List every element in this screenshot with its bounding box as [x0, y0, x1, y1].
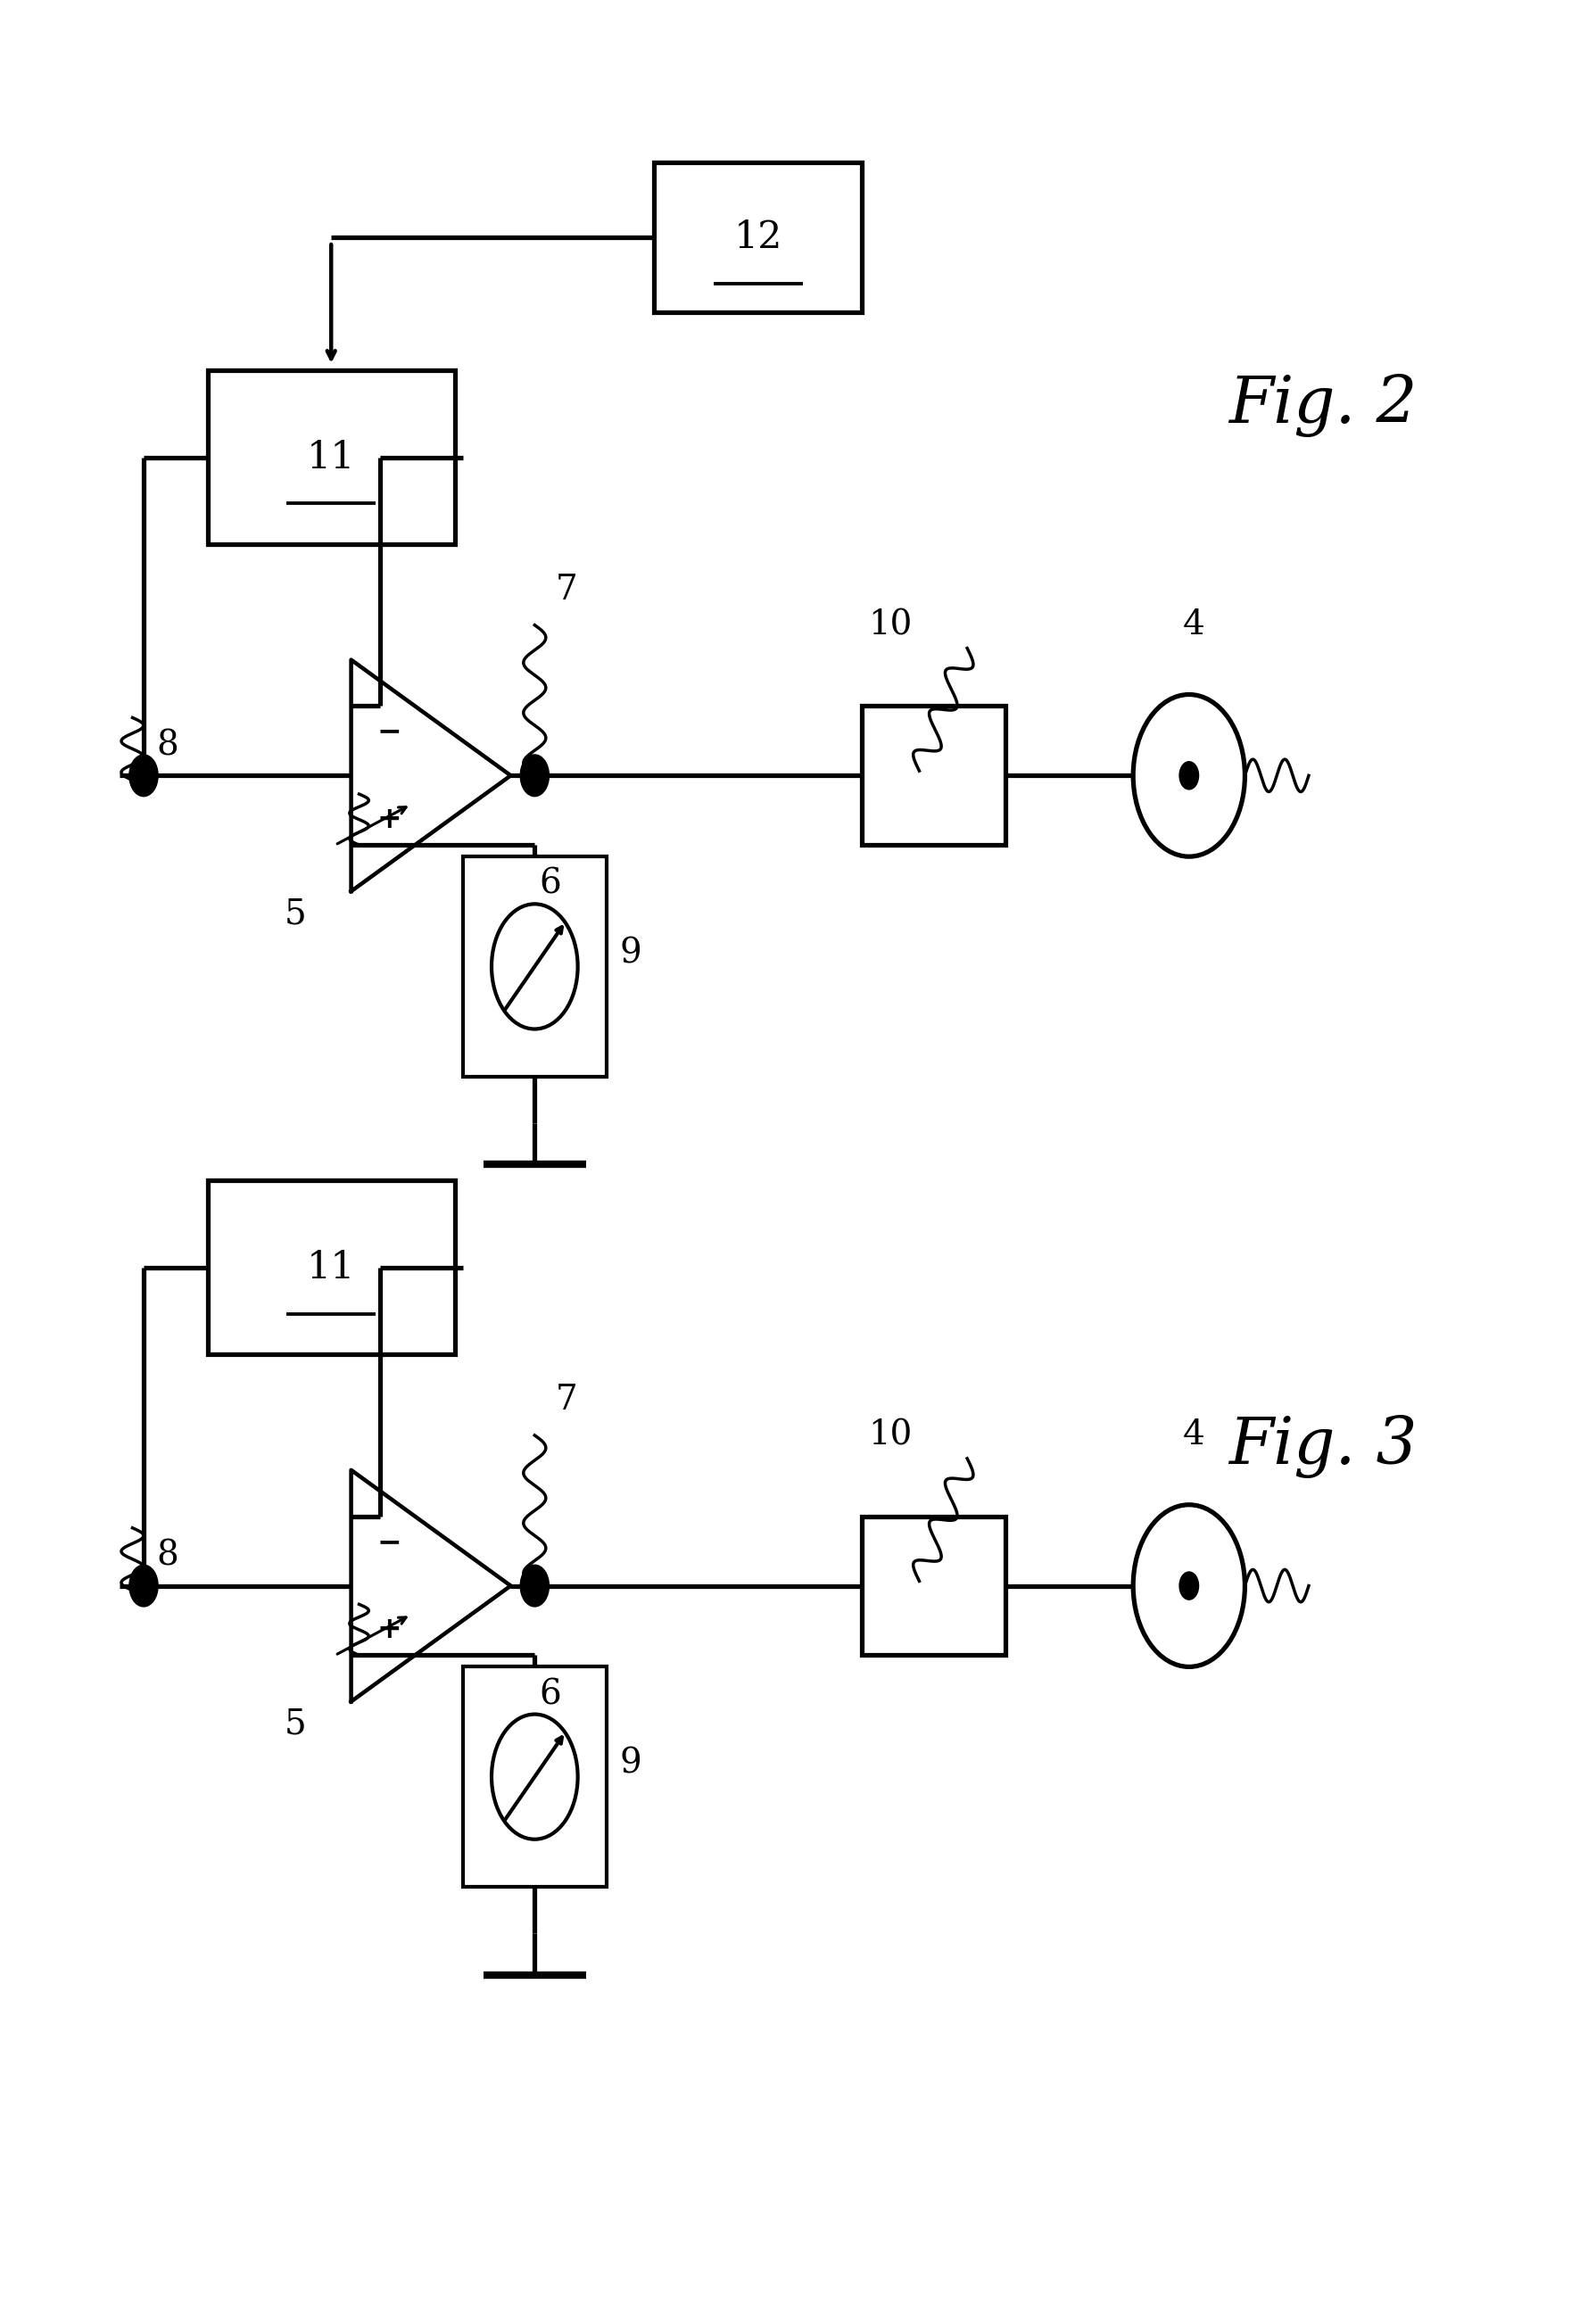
- Text: 5: 5: [284, 1708, 306, 1741]
- Text: 10: 10: [868, 609, 913, 641]
- Circle shape: [520, 1565, 549, 1607]
- Bar: [654, 162, 862, 313]
- Text: 11: 11: [306, 1248, 356, 1287]
- Bar: [463, 1667, 606, 1887]
- Text: −: −: [377, 718, 402, 745]
- Bar: [207, 370, 455, 544]
- Text: 11: 11: [306, 438, 356, 477]
- Text: −: −: [377, 1528, 402, 1556]
- Circle shape: [1179, 762, 1199, 789]
- Text: 6: 6: [539, 868, 562, 901]
- Text: Fig. 2: Fig. 2: [1229, 373, 1417, 438]
- Text: 5: 5: [284, 898, 306, 931]
- Circle shape: [1179, 1572, 1199, 1600]
- Text: +: +: [377, 806, 402, 833]
- Bar: [862, 1516, 1005, 1655]
- Text: 7: 7: [555, 1384, 578, 1417]
- Text: 9: 9: [619, 1748, 642, 1780]
- Circle shape: [129, 755, 158, 796]
- Text: 9: 9: [619, 938, 642, 970]
- Text: 8: 8: [156, 1539, 179, 1572]
- Circle shape: [520, 755, 549, 796]
- Text: 7: 7: [555, 574, 578, 607]
- Text: +: +: [377, 1616, 402, 1644]
- Bar: [463, 857, 606, 1076]
- Text: 8: 8: [156, 729, 179, 762]
- Text: 12: 12: [734, 218, 782, 257]
- Text: 4: 4: [1183, 609, 1205, 641]
- Text: 10: 10: [868, 1419, 913, 1452]
- Circle shape: [129, 1565, 158, 1607]
- Text: 6: 6: [539, 1678, 562, 1711]
- Text: Fig. 3: Fig. 3: [1229, 1414, 1417, 1479]
- Text: 4: 4: [1183, 1419, 1205, 1452]
- Bar: [862, 706, 1005, 845]
- Bar: [207, 1181, 455, 1354]
